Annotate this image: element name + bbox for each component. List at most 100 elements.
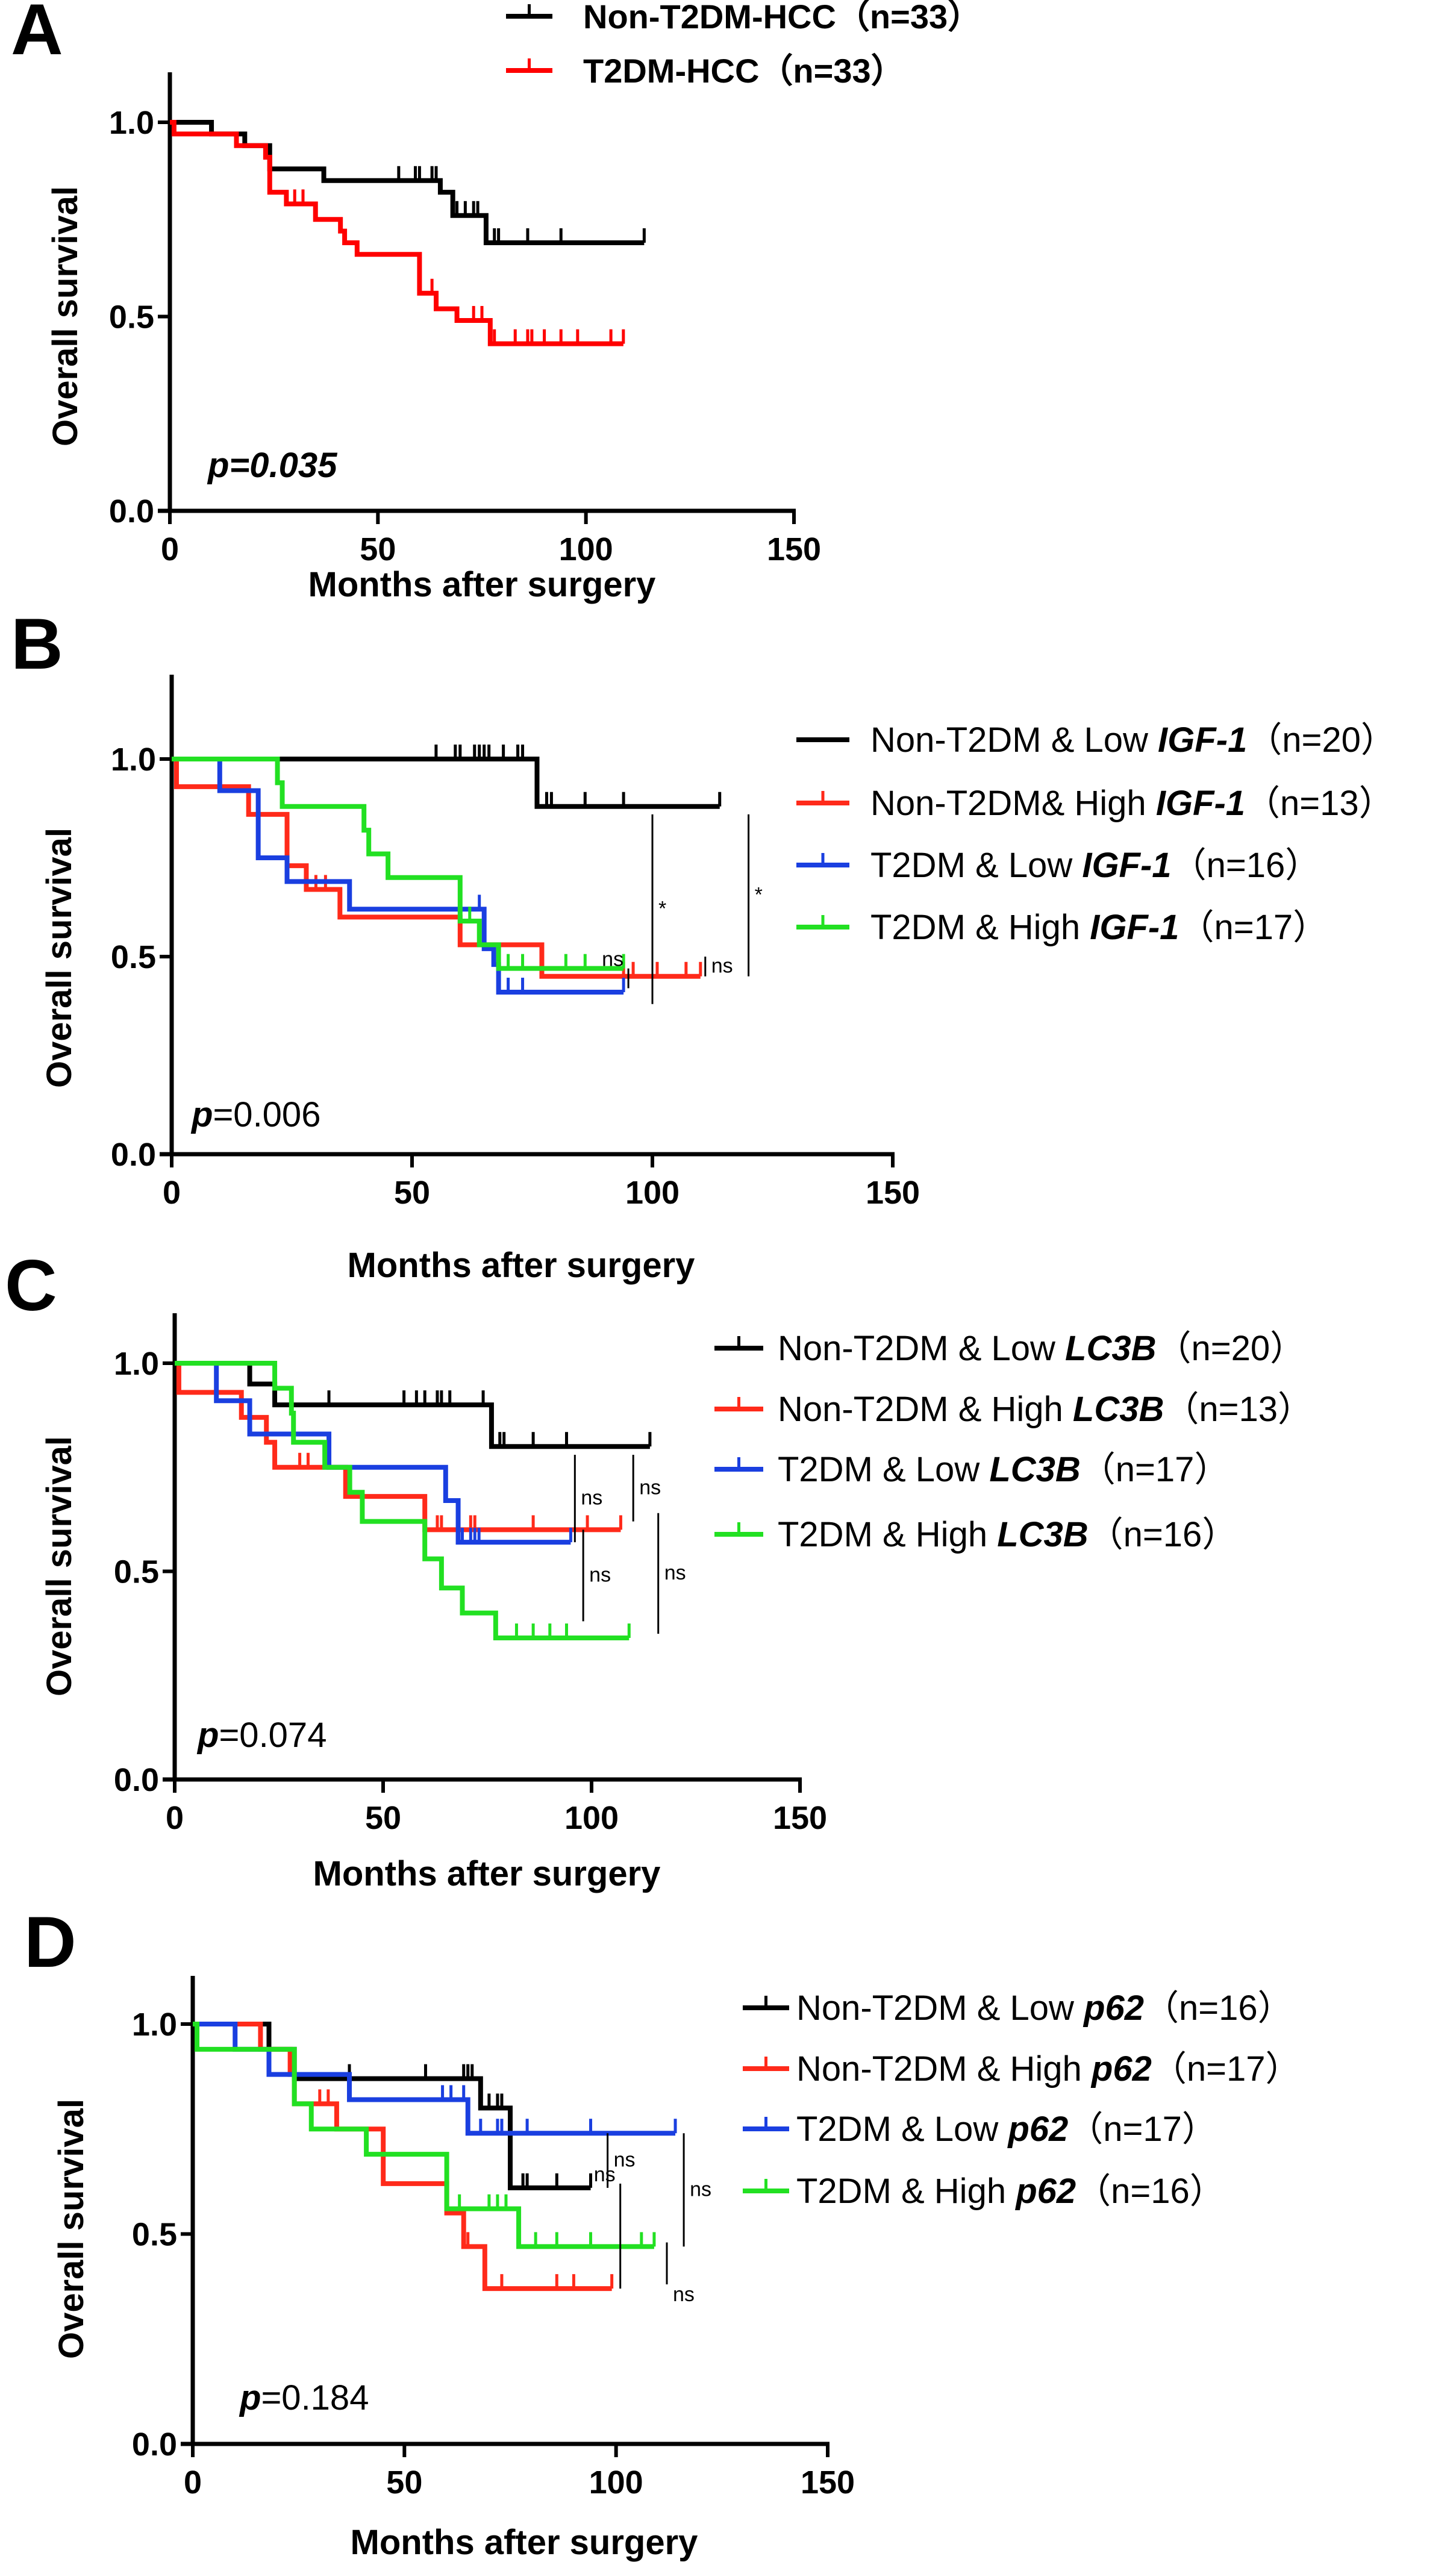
survival-curve xyxy=(175,1361,630,1641)
significance-label: ns xyxy=(690,2178,711,2201)
legend-group: Non-T2DM& High xyxy=(870,784,1156,823)
survival-curve xyxy=(175,1361,650,1449)
significance-label: ns xyxy=(602,948,623,971)
series-t2dm-low-p62 xyxy=(193,2022,677,2136)
legend-label: Non-T2DM & Low LC3B（n=20） xyxy=(778,1329,1305,1368)
y-tick-label: 0.5 xyxy=(114,1554,159,1590)
legend-gene: IGF-1 xyxy=(1090,908,1179,947)
significance-bracket: ns xyxy=(582,1529,611,1622)
x-tick-label: 0 xyxy=(163,1175,181,1211)
survival-curve xyxy=(170,120,623,346)
significance-label: * xyxy=(658,897,666,920)
x-tick-label: 100 xyxy=(589,2464,643,2501)
series-non-t2dm-low-lc3b xyxy=(175,1361,652,1449)
legend-entry: Non-T2DM & High LC3B（n=13） xyxy=(714,1390,1313,1429)
legend-n: （n=16） xyxy=(1076,2172,1225,2211)
series-t2dm-low-lc3b xyxy=(175,1361,572,1545)
legend-group: Non-T2DM & Low xyxy=(870,720,1158,760)
legend-gene: LC3B xyxy=(1065,1329,1156,1368)
survival-curve xyxy=(172,757,624,971)
legend-group: T2DM-HCC xyxy=(583,52,759,90)
panel-letter: D xyxy=(24,1902,77,1982)
legend-group: T2DM & Low xyxy=(778,1450,989,1489)
legend-group: T2DM & High xyxy=(796,2172,1016,2211)
x-tick-label: 0 xyxy=(161,531,179,567)
y-tick-label: 0.0 xyxy=(132,2426,177,2463)
legend-gene: LC3B xyxy=(997,1515,1088,1554)
y-tick-label: 1.0 xyxy=(114,1346,159,1382)
significance-bracket: ns xyxy=(573,1455,602,1543)
significance-label: ns xyxy=(594,2163,616,2186)
legend-group: Non-T2DM-HCC xyxy=(583,0,836,36)
legend-entry: Non-T2DM & High p62（n=17） xyxy=(743,2049,1301,2089)
legend-label: T2DM & Low IGF-1（n=16） xyxy=(870,846,1320,885)
legend-entry: T2DM & Low p62（n=17） xyxy=(743,2110,1217,2149)
y-axis-title: Overall survival xyxy=(40,828,79,1088)
panel-d: D 0 50 100 150 0.0 0.5 1.0 Months after surgery O… xyxy=(24,1902,1301,2562)
legend-entry: T2DM & Low LC3B（n=17） xyxy=(714,1450,1229,1489)
x-tick-label: 50 xyxy=(386,2464,422,2501)
p-value: =0.006 xyxy=(213,1095,320,1134)
x-tick-label: 0 xyxy=(184,2464,202,2501)
x-tick-label: 50 xyxy=(394,1175,430,1211)
legend-label: Non-T2DM & Low IGF-1（n=20） xyxy=(870,720,1396,760)
p-symbol: p xyxy=(196,1716,219,1755)
legend-label: Non-T2DM & High p62（n=17） xyxy=(796,2049,1301,2089)
significance-bracket: ns xyxy=(666,2242,695,2306)
series-t2dm-high-lc3b xyxy=(175,1361,631,1641)
significance-bracket: ns xyxy=(657,1513,686,1634)
series-non-t2dm-low-igf-1 xyxy=(172,745,722,809)
significance-bracket: * xyxy=(651,814,666,1004)
legend-n: （n=13） xyxy=(1245,784,1394,823)
y-tick-label: 1.0 xyxy=(109,105,154,141)
significance-bracket: ns xyxy=(607,2133,636,2188)
x-tick-label: 50 xyxy=(360,531,396,567)
y-tick-label: 0.0 xyxy=(111,1137,156,1173)
legend-n: （n=33） xyxy=(759,52,904,90)
series-t2dm-high-p62 xyxy=(193,2022,656,2249)
series-t2dm-hcc xyxy=(170,120,625,346)
significance-bracket: ns xyxy=(683,2133,711,2247)
legend-label: T2DM & High IGF-1（n=17） xyxy=(870,908,1328,947)
significance-label: ns xyxy=(711,954,733,977)
y-tick-label: 1.0 xyxy=(132,2007,177,2043)
legend-gene: IGF-1 xyxy=(1156,784,1245,823)
legend-n: （n=20） xyxy=(1247,720,1396,760)
legend-n: （n=13） xyxy=(1164,1390,1313,1429)
y-tick-label: 0.5 xyxy=(132,2217,177,2253)
p-value-label: p=0.006 xyxy=(190,1095,320,1134)
x-axis-title: Months after surgery xyxy=(348,1246,695,1285)
legend-entry: Non-T2DM-HCC（n=33） xyxy=(506,0,981,36)
significance-bracket: * xyxy=(748,814,763,976)
legend-gene: IGF-1 xyxy=(1158,720,1247,760)
legend-entry: T2DM & Low IGF-1（n=16） xyxy=(796,846,1320,885)
legend-entry: T2DM & High p62（n=16） xyxy=(743,2172,1225,2211)
significance-label: * xyxy=(755,883,763,906)
y-tick-label: 0.5 xyxy=(111,939,156,975)
x-tick-label: 0 xyxy=(166,1800,184,1836)
legend-gene: p62 xyxy=(1007,2110,1068,2149)
legend-n: （n=17） xyxy=(1081,1450,1229,1489)
panel-letter: A xyxy=(11,0,63,70)
series-t2dm-high-igf-1 xyxy=(172,757,625,971)
p-symbol: p xyxy=(190,1095,213,1134)
panel-letter: C xyxy=(5,1245,57,1326)
x-tick-label: 150 xyxy=(866,1175,920,1211)
y-axis-title: Overall survival xyxy=(52,2099,91,2359)
p-symbol: p xyxy=(207,446,229,485)
legend-label: Non-T2DM & Low p62（n=16） xyxy=(796,1989,1293,2028)
y-axis-title: Overall survival xyxy=(40,1436,79,1696)
x-tick-label: 100 xyxy=(564,1800,619,1836)
legend-label: T2DM & High LC3B（n=16） xyxy=(778,1515,1237,1554)
y-tick-label: 0.0 xyxy=(114,1762,159,1798)
series-non-t2dm-hcc xyxy=(170,120,646,245)
legend-label: Non-T2DM & High LC3B（n=13） xyxy=(778,1390,1313,1429)
p-value-label: p=0.184 xyxy=(239,2378,369,2417)
legend-label: T2DM & Low p62（n=17） xyxy=(796,2110,1217,2149)
y-tick-label: 1.0 xyxy=(111,742,156,778)
y-axis-title: Overall survival xyxy=(46,186,85,446)
survival-curve xyxy=(170,120,645,245)
legend-entry: Non-T2DM& High IGF-1（n=13） xyxy=(796,784,1394,823)
p-value-label: p=0.074 xyxy=(196,1716,327,1755)
